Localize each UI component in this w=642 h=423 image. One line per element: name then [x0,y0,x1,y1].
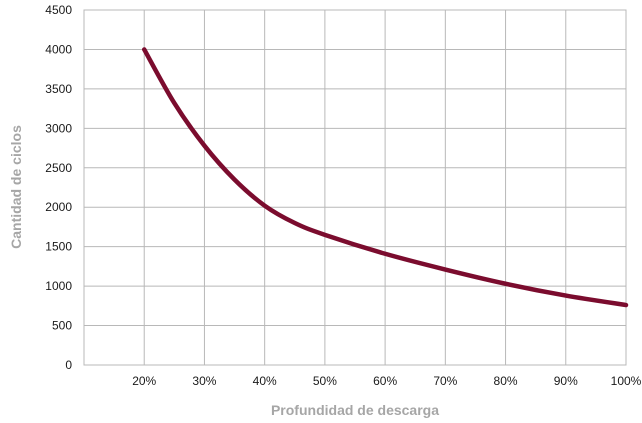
y-axis-title: Cantidad de ciclos [8,125,24,249]
series-layer [141,47,629,308]
plot-frame [83,9,627,366]
y-tick-label: 1500 [45,240,72,254]
x-tick-label: 60% [373,374,397,388]
x-tick-label: 70% [433,374,457,388]
x-tick-label: 30% [192,374,216,388]
tick-labels: 20% 30% 40% 50% 60% 70% 80% 90% 100% 0 500 1000 1500… [45,3,641,388]
y-tick-label: 3000 [45,121,72,135]
x-tick-label: 20% [132,374,156,388]
x-tick-label: 40% [253,374,277,388]
x-tick-label: 50% [313,374,337,388]
y-tick-label: 4500 [45,3,72,17]
y-tick-label: 4000 [45,42,72,56]
y-tick-label: 3500 [45,82,72,96]
y-tick-label: 0 [65,358,72,372]
grid [84,9,627,366]
x-axis-title: Profundidad de descarga [271,402,439,418]
y-tick-label: 500 [52,319,72,333]
x-tick-label: 80% [494,374,518,388]
y-tick-label: 1000 [45,279,72,293]
x-tick-label: 100% [611,374,642,388]
y-tick-label: 2500 [45,161,72,175]
y-tick-label: 2000 [45,200,72,214]
x-tick-label: 90% [554,374,578,388]
series-line [141,47,629,308]
